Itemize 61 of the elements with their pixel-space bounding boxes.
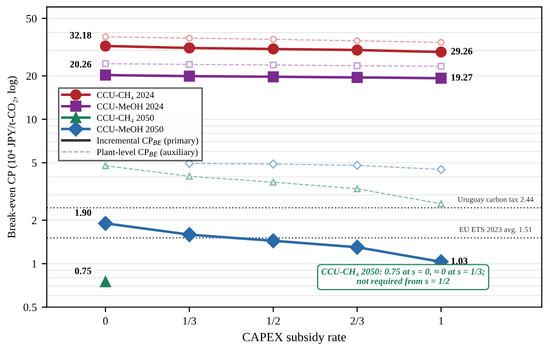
data-label: 1.03 xyxy=(452,258,468,264)
point xyxy=(182,227,197,242)
x-tick-label: 0 xyxy=(103,317,108,325)
y-axis-title: Break-even CP (10⁴ JPY/t-CO₂, log) xyxy=(7,76,18,238)
point xyxy=(354,62,361,70)
point xyxy=(102,60,109,68)
point xyxy=(354,37,361,44)
point xyxy=(100,276,112,288)
point xyxy=(186,60,193,68)
y-tick-label: 5 xyxy=(32,159,37,167)
point xyxy=(350,240,365,255)
x-tick-label: 1/3 xyxy=(183,317,196,325)
point xyxy=(184,42,195,54)
point xyxy=(438,200,445,208)
point xyxy=(438,62,445,70)
point xyxy=(102,33,109,40)
y-tick-label: 0.5 xyxy=(24,304,37,312)
point xyxy=(266,233,281,248)
point xyxy=(270,61,277,68)
y-tick-label: 2 xyxy=(32,216,36,224)
point xyxy=(352,72,363,83)
x-tick-label: 1 xyxy=(439,317,444,325)
data-label: 29.26 xyxy=(451,48,472,54)
point xyxy=(436,46,447,58)
legend-label: CCU-CH₄ 2024 xyxy=(96,92,154,100)
point xyxy=(270,36,277,43)
data-label: 19.27 xyxy=(452,74,472,81)
point xyxy=(354,185,361,192)
y-tick-label: 10 xyxy=(26,116,37,124)
y-tick-label: 50 xyxy=(26,14,37,22)
x-tick-label: 2/3 xyxy=(350,317,364,325)
legend-label: CCU-MeOH 2024 xyxy=(96,103,164,110)
data-label: 20.26 xyxy=(70,60,92,68)
point xyxy=(268,43,279,55)
point xyxy=(186,172,193,180)
x-axis-title: CAPEX subsidy rate xyxy=(242,332,346,344)
data-label: 32.18 xyxy=(70,32,92,39)
point xyxy=(98,216,114,231)
y-tick-label: 20 xyxy=(26,72,37,80)
point xyxy=(436,72,447,84)
point xyxy=(186,34,193,42)
point xyxy=(100,69,112,81)
legend-label: CCU-CH₄ 2050 xyxy=(96,114,154,123)
data-label: 0.75 xyxy=(74,268,92,274)
point xyxy=(100,40,112,52)
point xyxy=(268,159,278,169)
annotation: Incremental CP$_{BE}$ (primary) xyxy=(96,137,198,146)
point xyxy=(184,70,195,82)
point xyxy=(352,160,362,170)
point xyxy=(102,162,109,170)
x-tick-label: 1/2 xyxy=(267,317,280,325)
point xyxy=(436,164,446,174)
legend-label: CCU-MeOH 2050 xyxy=(96,126,164,132)
annotation: Plant-level CP$_{BE}$ (auxiliary) xyxy=(96,148,198,157)
point xyxy=(268,71,279,82)
point xyxy=(438,38,445,46)
annotation: CCU-CH₄ 2050: 0.75 at s = 0, ≈ 0 at s = 1/3; not required from s = 1/2 xyxy=(322,268,484,286)
data-label: 1.90 xyxy=(75,209,92,216)
point xyxy=(352,44,363,56)
y-tick-label: 1 xyxy=(32,260,36,268)
point xyxy=(270,178,277,186)
